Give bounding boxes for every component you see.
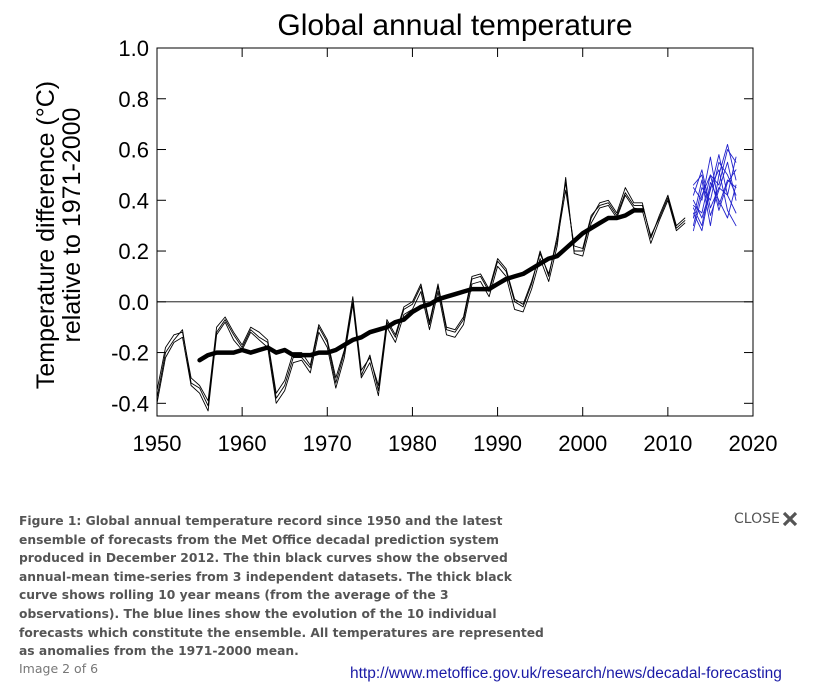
rolling-mean-line [197,208,645,363]
x-tick-label: 1970 [303,431,352,456]
y-axis-label-line2: relative to 1971-2000 [58,108,86,343]
y-tick-label: 0.0 [118,290,149,315]
y-tick-label: 0.2 [118,239,149,264]
observed-series-line [156,182,686,407]
forecast-series-line [692,161,737,216]
y-tick-label: -0.2 [111,341,149,366]
x-tick-label: 2000 [558,431,607,456]
chart-title: Global annual temperature [277,9,632,42]
y-tick-label: -0.4 [111,391,149,416]
y-tick-label: 0.4 [118,188,149,213]
observed-series-line [156,189,686,402]
plot-frame [156,47,754,417]
close-label: CLOSE [734,511,780,527]
close-x-icon [782,511,797,527]
forecast-series-line [692,182,737,227]
figure-caption: Figure 1: Global annual temperature reco… [19,514,544,659]
y-tick-label: 0.6 [118,138,149,163]
y-tick-label: 0.8 [118,87,149,112]
y-axis-label: Temperature difference (°C) relative to … [32,81,86,389]
source-url[interactable]: http://www.metoffice.gov.uk/research/new… [350,665,782,682]
x-tick-label: 1950 [133,431,182,456]
image-counter: Image 2 of 6 [19,661,99,676]
observed-series-line [156,176,686,412]
forecast-series-line [692,143,737,227]
y-tick-label: 1.0 [118,36,149,61]
x-tick-label: 2010 [643,431,692,456]
y-axis: -0.4 -0.2 0.0 0.2 0.4 0.6 0.8 1.0 [111,36,753,416]
x-tick-label: 1980 [388,431,437,456]
forecast-series-line [692,169,737,232]
x-tick-label: 1990 [473,431,522,456]
y-axis-label-line1: Temperature difference (°C) [32,81,60,389]
series-group [156,143,737,412]
x-tick-label: 1960 [218,431,267,456]
x-tick-label: 2020 [729,431,778,456]
close-button[interactable]: CLOSE [734,511,798,527]
forecast-series-line [692,154,737,219]
x-axis: 1950 1960 1970 1980 1990 2000 2010 2020 [133,48,778,456]
temperature-chart: Global annual temperature Temperature di… [32,9,778,456]
forecast-series-line [692,156,737,206]
